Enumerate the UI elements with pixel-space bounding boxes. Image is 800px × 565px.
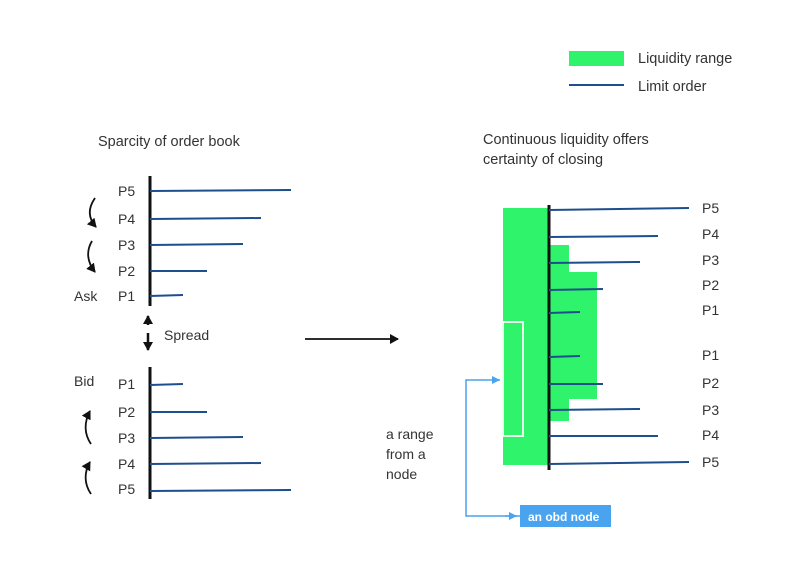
ask-price-label: P2: [118, 263, 135, 279]
left-panel: Sparcity of order book P5 P4 P3 P2 P1 As…: [74, 134, 292, 499]
node-to-range-arrow: [465, 376, 520, 517]
bid-price-label: P2: [118, 404, 135, 420]
right-ask-price-label: P3: [702, 252, 719, 268]
ask-curved-arrow: [86, 240, 96, 273]
liquidity-range: [549, 245, 569, 421]
bid-limit-order: [149, 462, 262, 465]
right-bid-limit-order: [548, 408, 641, 411]
legend: Liquidity range Limit order: [569, 51, 732, 95]
liquidity-range: [569, 272, 597, 399]
node-range-outline: [502, 321, 524, 437]
right-bid-price-label: P1: [702, 347, 719, 363]
bid-curved-arrow: [81, 410, 92, 445]
right-ask-limit-order: [548, 207, 690, 211]
bid-limit-order: [149, 489, 292, 492]
right-ask-limit-order: [548, 235, 659, 238]
ask-label: Ask: [74, 288, 98, 304]
right-bid-price-label: P4: [702, 427, 719, 443]
legend-liquidity-swatch: [569, 51, 624, 66]
bid-label: Bid: [74, 373, 94, 389]
range-note-line3: node: [386, 466, 417, 482]
range-note-line1: a range: [386, 426, 434, 442]
spread-label: Spread: [164, 327, 209, 343]
right-bid-price-label: P2: [702, 375, 719, 391]
ask-price-label: P4: [118, 211, 135, 227]
right-title-line2: certainty of closing: [483, 152, 603, 168]
right-bid-price-label: P5: [702, 454, 719, 470]
right-bid-limit-order: [548, 461, 690, 465]
right-ask-limit-order: [548, 311, 581, 314]
ask-limit-order: [149, 189, 292, 192]
right-bid-limit-order: [548, 355, 581, 358]
ask-price-label: P5: [118, 183, 135, 199]
bid-price-label: P5: [118, 481, 135, 497]
obd-node-box: [520, 505, 611, 527]
liquidity-range: [503, 208, 549, 465]
ask-limit-order: [149, 217, 262, 220]
bid-limit-order: [149, 383, 184, 386]
ask-limit-order: [149, 294, 184, 297]
bid-curved-arrow: [81, 461, 92, 495]
obd-node-label: an obd node: [528, 510, 600, 524]
bid-limit-order: [149, 436, 244, 439]
right-panel: Continuous liquidity offers certainty of…: [386, 132, 719, 527]
bid-price-label: P1: [118, 376, 135, 392]
legend-limit-order-label: Limit order: [638, 79, 707, 95]
ask-price-label: P1: [118, 288, 135, 304]
right-title-line1: Continuous liquidity offers: [483, 132, 649, 148]
right-bid-price-label: P3: [702, 402, 719, 418]
range-note-line2: from a: [386, 446, 426, 462]
left-title: Sparcity of order book: [98, 134, 241, 150]
bid-price-label: P4: [118, 456, 135, 472]
right-ask-price-label: P5: [702, 200, 719, 216]
right-ask-price-label: P1: [702, 302, 719, 318]
ask-curved-arrow: [86, 197, 97, 228]
right-ask-price-label: P2: [702, 277, 719, 293]
legend-liquidity-label: Liquidity range: [638, 51, 732, 67]
right-ask-limit-order: [548, 288, 604, 291]
bid-price-label: P3: [118, 430, 135, 446]
right-ask-price-label: P4: [702, 226, 719, 242]
ask-price-label: P3: [118, 237, 135, 253]
right-ask-limit-order: [548, 261, 641, 264]
ask-limit-order: [149, 243, 244, 246]
